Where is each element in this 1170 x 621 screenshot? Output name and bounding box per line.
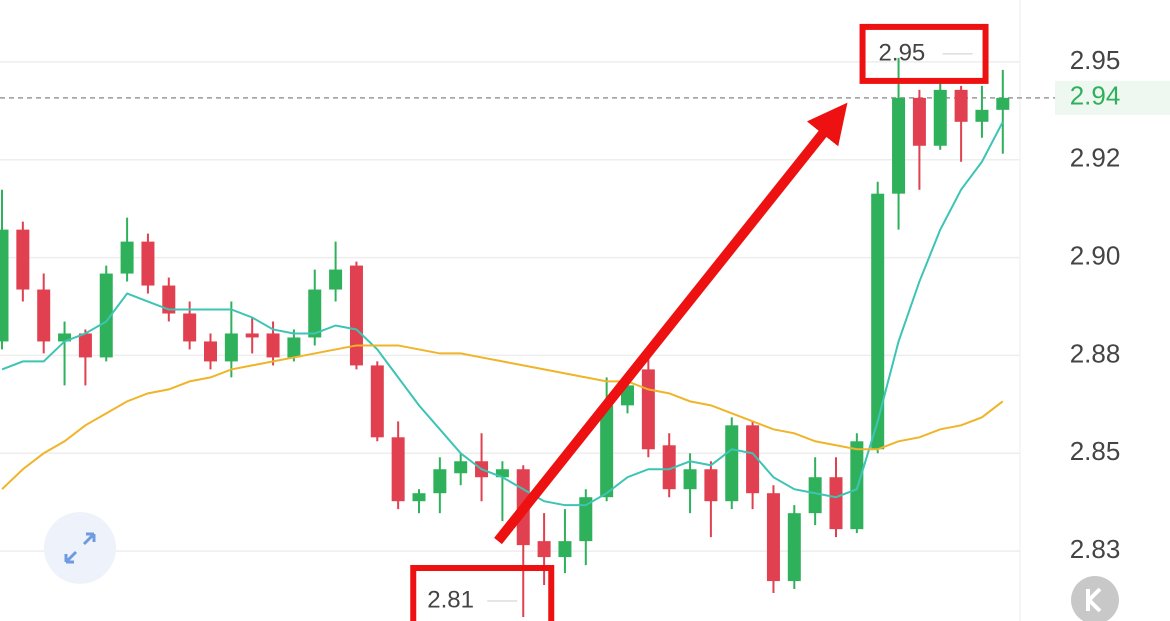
moving-average (1, 121, 1004, 507)
highlight-box (410, 565, 555, 621)
candle-body (16, 229, 30, 290)
y-tick-label: 2.92 (1070, 143, 1121, 173)
candle-body (454, 461, 468, 474)
candle-body (787, 513, 801, 582)
candle-body (892, 97, 906, 194)
candle-body (287, 337, 301, 358)
expand-button[interactable] (44, 512, 116, 584)
y-tick-label: 2.90 (1070, 240, 1121, 270)
k-icon (1086, 587, 1102, 613)
candle-body (266, 333, 280, 358)
candle-body (245, 333, 259, 338)
candle-body (954, 89, 968, 122)
candle-body (871, 193, 885, 450)
candle-body (725, 425, 739, 502)
candle-body (600, 405, 614, 498)
y-tick-label: 2.95 (1070, 45, 1121, 75)
candle-body (933, 89, 947, 146)
candle-body (141, 241, 155, 286)
candle-body (996, 97, 1010, 110)
min-price-label: 2.81 (427, 586, 474, 613)
candle-body (975, 109, 989, 122)
current-price-bg (1055, 80, 1170, 115)
y-tick-label: 2.83 (1070, 534, 1121, 564)
y-tick-label: 2.85 (1070, 436, 1121, 466)
candle-body (537, 541, 551, 558)
candle-body (704, 469, 718, 502)
candle-body (912, 97, 926, 146)
candle-body (308, 289, 322, 338)
candle-body (766, 493, 780, 582)
y-tick-label: 2.88 (1070, 338, 1121, 368)
candle-body (183, 313, 197, 342)
candle-body (579, 497, 593, 542)
candle-body (78, 333, 92, 358)
max-price-label: 2.95 (879, 39, 926, 66)
candle-body (662, 445, 676, 490)
moving-average (1, 344, 1004, 490)
candle-body (58, 333, 72, 342)
k-button[interactable] (1071, 576, 1119, 621)
current-price-label: 2.94 (1070, 81, 1121, 111)
candle-body (683, 469, 697, 490)
candle-body (349, 265, 363, 366)
candle-body (329, 269, 343, 290)
highlight-box (859, 23, 989, 84)
candle-body (224, 333, 238, 362)
candle-body (99, 273, 113, 358)
candle-body (0, 229, 9, 342)
candle-body (204, 341, 217, 362)
candle-body (162, 285, 176, 314)
candle-body (495, 469, 509, 478)
candle-body (850, 441, 864, 530)
trend-arrow (494, 102, 848, 545)
candle-body (746, 425, 760, 494)
candle-body (370, 365, 384, 438)
candle-body (412, 493, 426, 502)
candle-body (120, 241, 134, 274)
candle-body (829, 477, 843, 530)
candle-body (37, 289, 51, 342)
candle-body (391, 437, 405, 502)
expand-icon (64, 532, 96, 564)
candle-body (641, 369, 655, 450)
candle-body (433, 469, 447, 494)
candle-body (808, 477, 822, 514)
candle-body (558, 541, 572, 558)
